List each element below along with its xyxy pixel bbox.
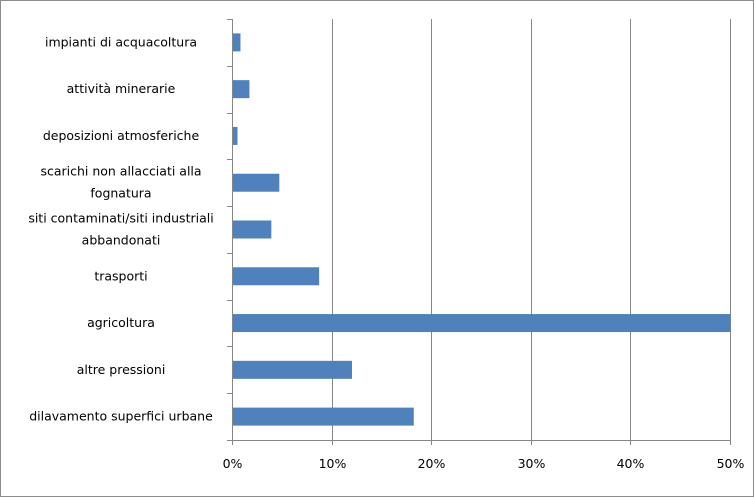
axes [227,19,731,445]
category-label-4: siti contaminati/siti industriali abbando… [28,211,213,248]
bar-5 [232,267,320,286]
x-tick-label-3: 30% [518,456,546,471]
bar-3 [232,173,280,192]
x-tick-label-5: 50% [717,456,745,471]
category-label-5: trasporti [94,268,147,283]
bar-1 [232,80,250,99]
bar-8 [232,407,414,426]
tick-labels: 0% 10% 20% 30% 40% 50% [223,456,745,471]
gridlines [332,19,731,440]
category-label-6: agricoltura [87,315,155,330]
category-label-7: altre pressioni [77,362,166,377]
bar-7 [232,360,353,379]
bars [232,33,731,426]
category-label-2: deposizioni atmosferiche [43,128,200,143]
bar-4 [232,220,272,239]
x-tick-label-2: 20% [418,456,446,471]
x-tick-label-1: 10% [319,456,347,471]
category-labels: impianti di acquacoltura attività minerar… [28,34,213,423]
bar-6 [232,314,731,333]
x-tick-label-4: 40% [617,456,645,471]
category-label-0: impianti di acquacoltura [45,34,197,49]
category-label-1: attività minerarie [67,81,176,96]
category-label-3: scarichi non allacciati alla fognatura [40,164,201,201]
x-tick-label-0: 0% [223,456,243,471]
bar-2 [232,126,238,145]
bar-0 [232,33,241,52]
category-label-8: dilavamento superfici urbane [29,409,213,424]
